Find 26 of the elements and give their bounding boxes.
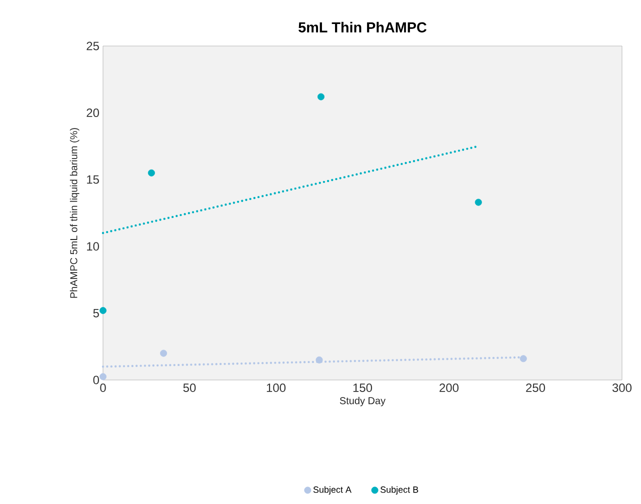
x-tick-label: 300 <box>612 384 632 392</box>
legend-label: Subject B <box>380 486 418 495</box>
x-tick-label: 150 <box>353 384 372 392</box>
point <box>148 169 155 176</box>
point <box>474 198 482 206</box>
point <box>100 307 107 314</box>
y-tick-label: 5 <box>93 309 99 318</box>
x-tick-label: 100 <box>266 384 286 392</box>
y-axis-title: PhAMPC 5mL of thin liquid barium (%) <box>70 128 80 298</box>
chart-title: 5mL Thin PhAMPC <box>298 22 426 32</box>
x-tick-label: 200 <box>440 384 459 392</box>
y-tick-label: 20 <box>86 108 100 118</box>
x-axis-title: Study Day <box>340 396 386 406</box>
point <box>520 355 527 362</box>
x-tick-label: 50 <box>183 384 196 392</box>
x-tick-label: 250 <box>526 384 546 392</box>
y-tick-label: 15 <box>87 175 99 184</box>
y-tick-label: 0 <box>93 376 100 384</box>
y-tick-label: 25 <box>86 42 99 50</box>
x-tick-label: 0 <box>100 384 106 392</box>
y-tick-label: 10 <box>87 242 100 251</box>
point <box>100 373 107 380</box>
legend-label: Subject A <box>313 486 352 495</box>
point <box>317 93 324 100</box>
point <box>316 356 323 364</box>
point <box>160 350 168 357</box>
